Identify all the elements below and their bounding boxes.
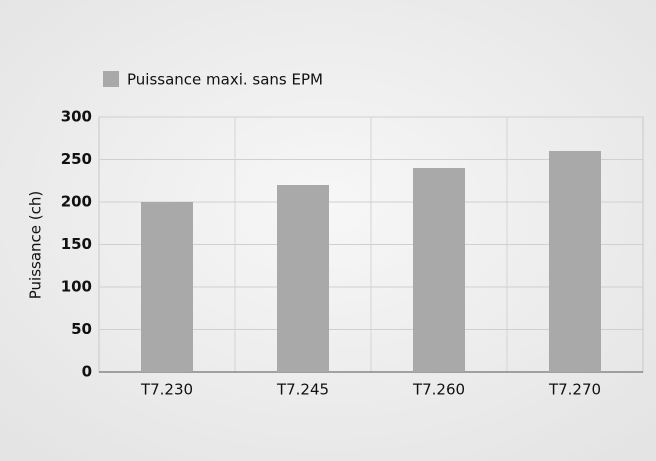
bar	[413, 168, 465, 372]
x-tick-label: T7.270	[548, 381, 601, 399]
y-tick-label: 300	[61, 108, 92, 126]
legend-label: Puissance maxi. sans EPM	[127, 71, 323, 89]
x-tick-label: T7.245	[276, 381, 329, 399]
x-tick-label: T7.230	[140, 381, 193, 399]
bar	[277, 185, 329, 372]
y-tick-label: 250	[61, 150, 92, 168]
y-axis-label: Puissance (ch)	[27, 191, 45, 300]
y-tick-label: 200	[61, 193, 92, 211]
y-tick-label: 0	[82, 363, 92, 381]
legend-swatch	[103, 71, 119, 87]
x-tick-label: T7.260	[412, 381, 465, 399]
y-tick-label: 100	[61, 278, 92, 296]
y-tick-label: 150	[61, 235, 92, 253]
bar	[549, 151, 601, 372]
y-tick-label: 50	[71, 320, 92, 338]
bar	[141, 202, 193, 372]
